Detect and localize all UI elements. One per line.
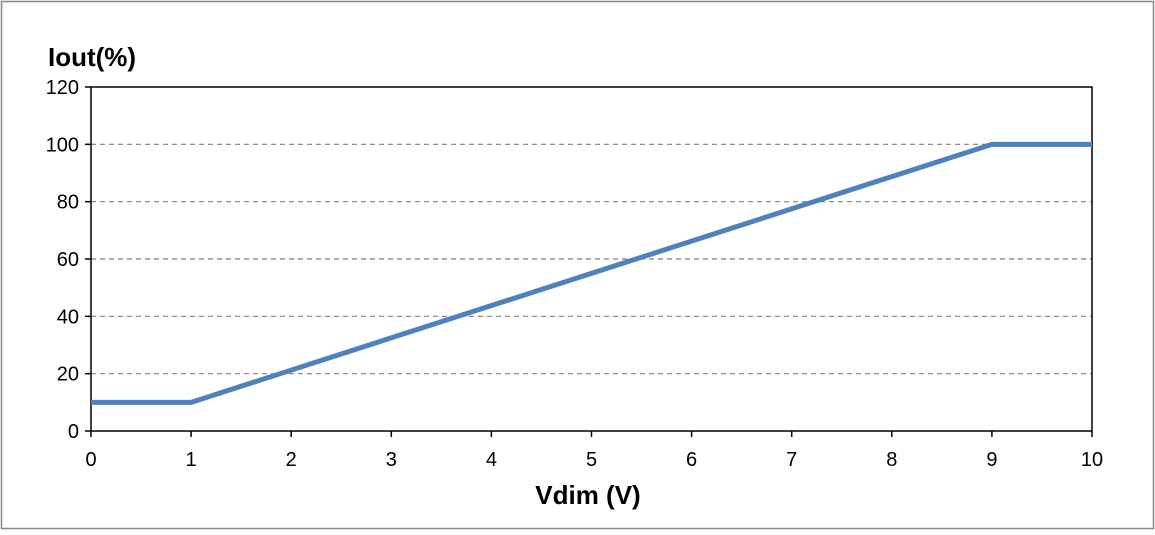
x-tick-label: 6: [686, 449, 697, 471]
x-tick-label: 1: [186, 449, 197, 471]
y-axis-title: Iout(%): [48, 42, 136, 72]
y-tick-label: 100: [46, 134, 79, 156]
y-tick-label: 120: [46, 77, 79, 99]
x-tick-label: 3: [386, 449, 397, 471]
x-tick-label: 0: [85, 449, 96, 471]
series-line-0: [91, 141, 1092, 405]
x-tick-label: 10: [1081, 449, 1103, 471]
x-tick-label: 4: [486, 449, 497, 471]
y-tick-label: 20: [57, 364, 79, 386]
x-axis-title: Vdim (V): [535, 480, 640, 510]
y-tick-label: 40: [57, 306, 79, 328]
y-axis-ticks: 0 20 40 60 80 100 120: [46, 77, 91, 443]
x-tick-label: 5: [586, 449, 597, 471]
gridlines: [91, 143, 1092, 375]
y-tick-label: 80: [57, 192, 79, 214]
x-tick-label: 2: [286, 449, 297, 471]
series-layer: [91, 141, 1092, 405]
x-axis-ticks: 0 1 2 3 4 5 6 7 8 9 10: [85, 431, 1103, 471]
x-tick-label: 7: [786, 449, 797, 471]
x-tick-label: 8: [886, 449, 897, 471]
y-tick-label: 0: [68, 421, 79, 443]
x-tick-label: 9: [986, 449, 997, 471]
y-tick-label: 60: [57, 249, 79, 271]
